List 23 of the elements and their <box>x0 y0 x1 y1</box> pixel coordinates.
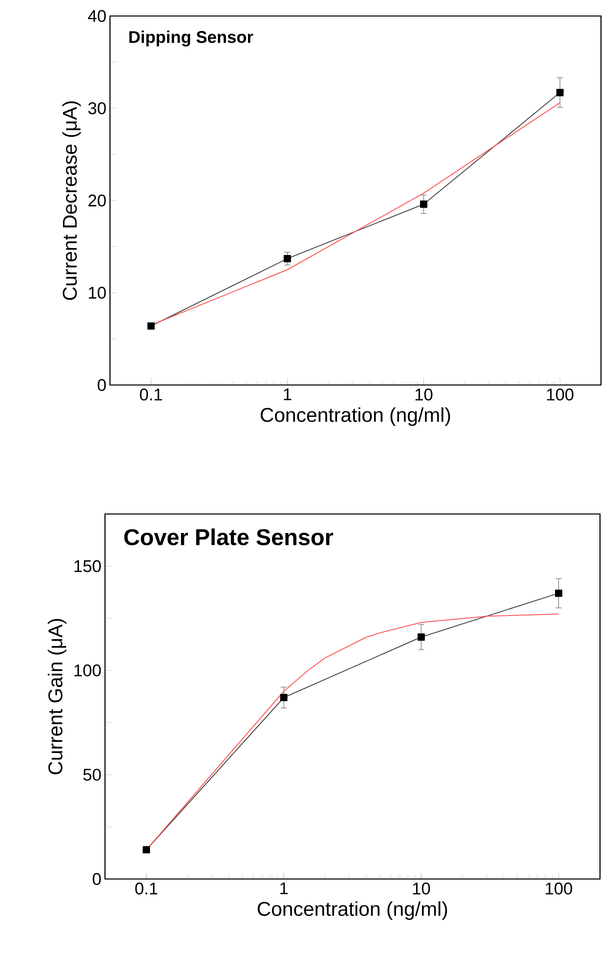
x-tick-label: 100 <box>546 882 572 895</box>
chart-title: Cover Plate Sensor <box>124 528 334 546</box>
x-axis-title: Concentration (ng/ml) <box>258 901 448 920</box>
y-tick-label: 150 <box>74 560 101 572</box>
y-axis-title: Current Decrease (μA) <box>62 101 81 300</box>
x-axis-title: Concentration (ng/ml) <box>260 407 450 426</box>
y-tick-label: 0 <box>92 873 101 885</box>
x-tick-label: 1 <box>284 388 292 400</box>
y-tick-label: 20 <box>88 194 106 206</box>
x-tick-label: 0.1 <box>140 388 162 401</box>
x-tick-label: 100 <box>547 388 574 401</box>
y-tick-label: 40 <box>88 10 106 22</box>
y-tick-label: 100 <box>74 664 101 676</box>
x-tick-label: 0.1 <box>135 882 158 895</box>
x-tick-label: 10 <box>413 882 430 895</box>
y-tick-label: 0 <box>98 378 106 391</box>
y-axis-title: Current Gain (μA) <box>48 618 66 774</box>
y-tick-label: 30 <box>88 102 106 114</box>
y-tick-label: 50 <box>83 768 101 781</box>
y-tick-label: 10 <box>88 286 106 299</box>
x-tick-label: 10 <box>416 388 432 401</box>
x-tick-label: 1 <box>280 882 288 894</box>
text: Dipping Sensor <box>129 30 254 46</box>
